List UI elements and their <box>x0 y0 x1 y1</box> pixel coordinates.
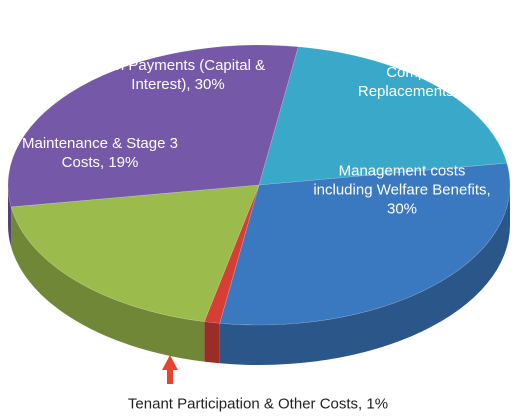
pie-side <box>204 321 220 364</box>
slice-label: Tenant Participation & Other Costs, 1% <box>127 395 389 413</box>
pie-side <box>219 185 510 365</box>
slice-label: Component Replacements, 20% <box>357 64 493 100</box>
slice-label: Loan Payments (Capital & Interest), 30% <box>90 57 266 93</box>
pie-slice <box>203 184 260 324</box>
pie-side <box>8 185 12 247</box>
pie-slice <box>7 44 299 208</box>
pointer-arrow <box>162 355 178 384</box>
pie-slice <box>10 184 260 322</box>
slice-label: Maintenance & Stage 3 Costs, 19% <box>22 135 178 171</box>
slice-label: Management costs including Welfare Benef… <box>313 162 491 218</box>
pie-slice <box>258 46 508 186</box>
pie-slice <box>219 162 511 326</box>
pie-side <box>11 206 205 362</box>
